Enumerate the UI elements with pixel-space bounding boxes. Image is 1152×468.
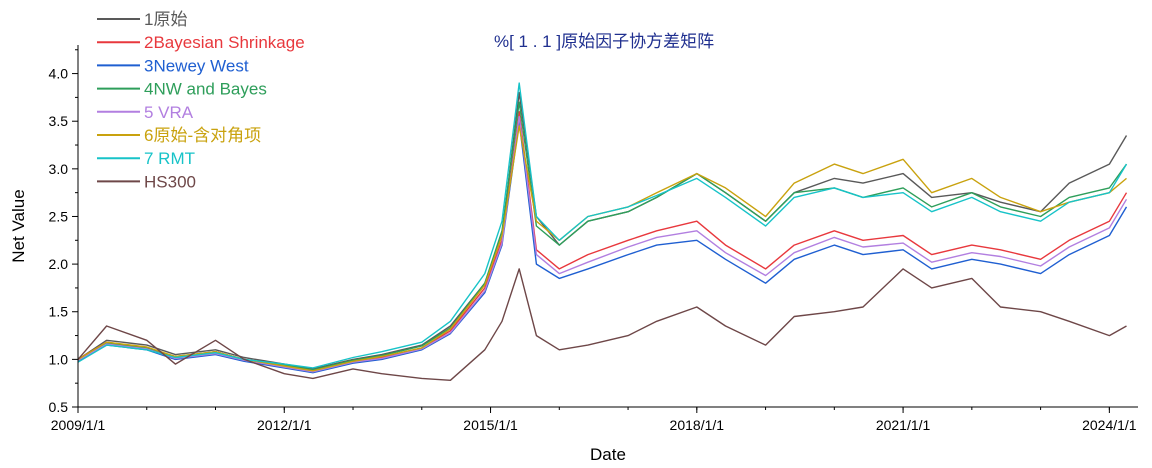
series-line-7 <box>77 82 1128 369</box>
series-layer <box>77 82 1128 381</box>
y-tick-label: 1.0 <box>49 351 69 367</box>
y-tick-label: 3.5 <box>49 113 69 129</box>
chart-title: %[ 1 . 1 ]原始因子协方差矩阵 <box>494 32 714 51</box>
x-tick-label: 2009/1/1 <box>51 417 106 433</box>
axes-layer <box>77 45 1138 408</box>
legend-label-4: 4NW and Bayes <box>144 80 267 99</box>
series-line-2 <box>77 110 1128 372</box>
legend-label-8: HS300 <box>144 172 196 191</box>
legend-label-6: 6原始-含对角项 <box>144 126 261 145</box>
series-line-6 <box>77 125 1127 372</box>
x-tick-label: 2024/1/1 <box>1082 417 1137 433</box>
series-line-8 <box>77 268 1127 381</box>
series-line-5 <box>77 115 1128 373</box>
x-tick-label: 2015/1/1 <box>463 417 518 433</box>
y-tick-label: 2.0 <box>49 256 69 272</box>
legend-label-1: 1原始 <box>144 10 187 29</box>
series-line-3 <box>77 120 1128 374</box>
x-tick-label: 2021/1/1 <box>876 417 931 433</box>
legend-label-3: 3Newey West <box>144 56 249 75</box>
legend-label-7: 7 RMT <box>144 149 195 168</box>
y-tick-label: 3.0 <box>49 161 69 177</box>
y-axis-title: Net Value <box>9 189 28 262</box>
x-tick-label: 2012/1/1 <box>257 417 312 433</box>
y-tick-label: 1.5 <box>49 304 69 320</box>
legend: 1原始 2Bayesian Shrinkage 3Newey West 4NW and… <box>97 10 305 191</box>
legend-label-2: 2Bayesian Shrinkage <box>144 33 305 52</box>
ticks-layer: 0.5 1.0 1.5 2.0 2.5 3.0 3.5 4.0 2009/1/1 2012/1/1… <box>49 49 1137 433</box>
legend-label-5: 5 VRA <box>144 103 194 122</box>
y-tick-label: 0.5 <box>49 399 69 415</box>
y-tick-label: 4.0 <box>49 66 69 82</box>
x-tick-label: 2018/1/1 <box>670 417 725 433</box>
y-tick-label: 2.5 <box>49 208 69 224</box>
x-axis-title: Date <box>590 445 626 464</box>
